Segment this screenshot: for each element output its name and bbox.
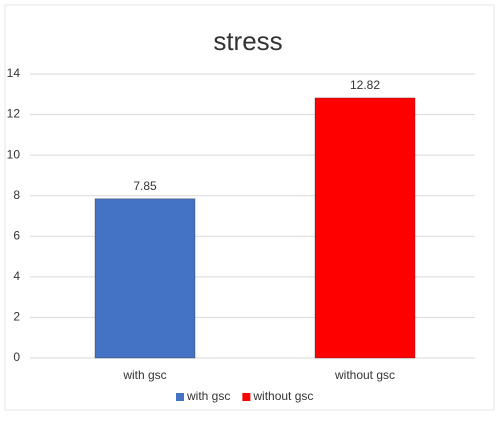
legend-swatch xyxy=(176,393,184,401)
chart-frame xyxy=(4,4,495,411)
legend-swatch xyxy=(242,393,251,401)
y-tick-label: 14 xyxy=(7,66,21,80)
data-label: 12.82 xyxy=(350,78,380,92)
y-tick-label: 6 xyxy=(13,228,20,242)
y-tick-label: 2 xyxy=(13,310,20,324)
y-tick-label: 10 xyxy=(7,147,21,161)
legend-label: without gsc xyxy=(252,389,313,403)
bar xyxy=(94,198,196,359)
data-label: 7.85 xyxy=(133,179,157,193)
bar xyxy=(314,97,416,359)
chart-title: stress xyxy=(213,26,282,56)
y-tick-label: 12 xyxy=(7,107,21,121)
y-tick-label: 0 xyxy=(13,350,20,364)
y-tick-label: 8 xyxy=(13,188,20,202)
legend-label: with gsc xyxy=(186,389,230,403)
x-tick-label: with gsc xyxy=(122,368,166,382)
x-tick-label: without gsc xyxy=(334,368,395,382)
y-tick-label: 4 xyxy=(13,269,20,283)
